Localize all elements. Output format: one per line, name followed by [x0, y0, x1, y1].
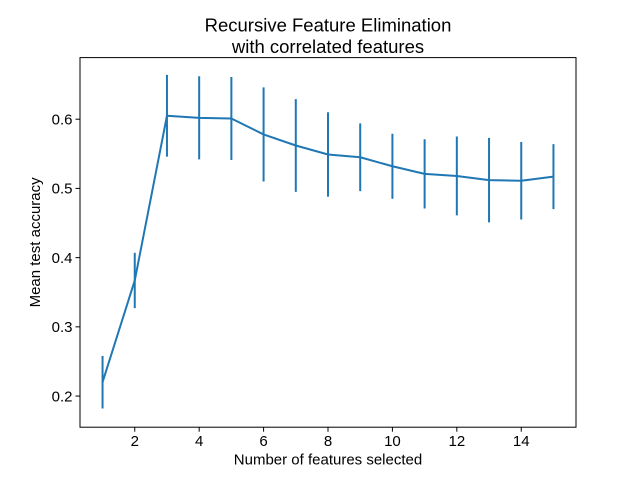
- x-tick-label: 2: [131, 433, 139, 450]
- y-axis-label: Mean test accuracy: [27, 177, 44, 308]
- x-axis-label: Number of features selected: [234, 452, 422, 469]
- error-bars: [101, 74, 555, 409]
- y-tick-label: 0.6: [52, 111, 73, 128]
- mean-accuracy-line: [101, 114, 554, 383]
- y-tick-label: 0.4: [52, 250, 73, 267]
- y-tick-label: 0.5: [52, 181, 73, 198]
- axes-spines: [79, 57, 577, 428]
- x-tick-label: 10: [384, 433, 401, 450]
- y-tick-label: 0.2: [52, 388, 73, 405]
- x-tick-label: 14: [513, 433, 530, 450]
- x-axis-ticks: 2 4 6 8 10 12 14: [131, 427, 530, 450]
- x-tick-label: 12: [448, 433, 465, 450]
- y-axis-ticks: 0.2 0.3 0.4 0.5 0.6: [52, 111, 80, 405]
- x-tick-label: 4: [195, 433, 203, 450]
- x-tick-label: 6: [259, 433, 267, 450]
- chart-title-line1: Recursive Feature Elimination: [205, 15, 452, 36]
- chart-title-line2: with correlated features: [231, 36, 424, 57]
- y-tick-label: 0.3: [52, 319, 73, 336]
- x-tick-label: 8: [324, 433, 332, 450]
